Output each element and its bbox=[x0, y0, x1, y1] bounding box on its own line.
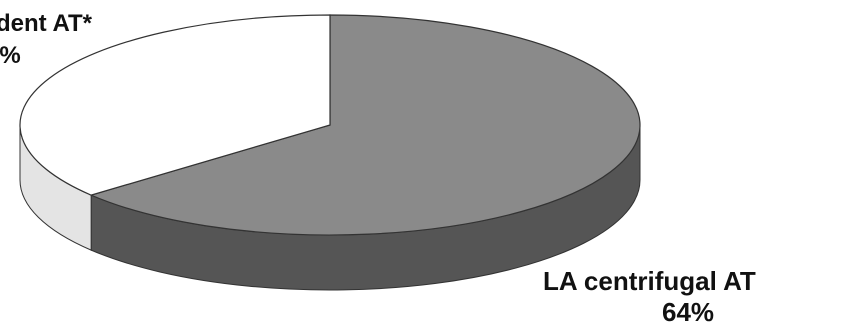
pie-top-faces bbox=[19, 14, 641, 236]
slice-label-la-centrifugal: LA centrifugal AT bbox=[543, 266, 756, 296]
slice-label-other: endent AT* bbox=[0, 10, 92, 37]
slice-percent-la-centrifugal: 64% bbox=[662, 297, 715, 327]
pie-slice-1 bbox=[19, 14, 331, 196]
pie-slice-0 bbox=[89, 14, 641, 236]
slice-percent-other: 6% bbox=[0, 42, 21, 69]
